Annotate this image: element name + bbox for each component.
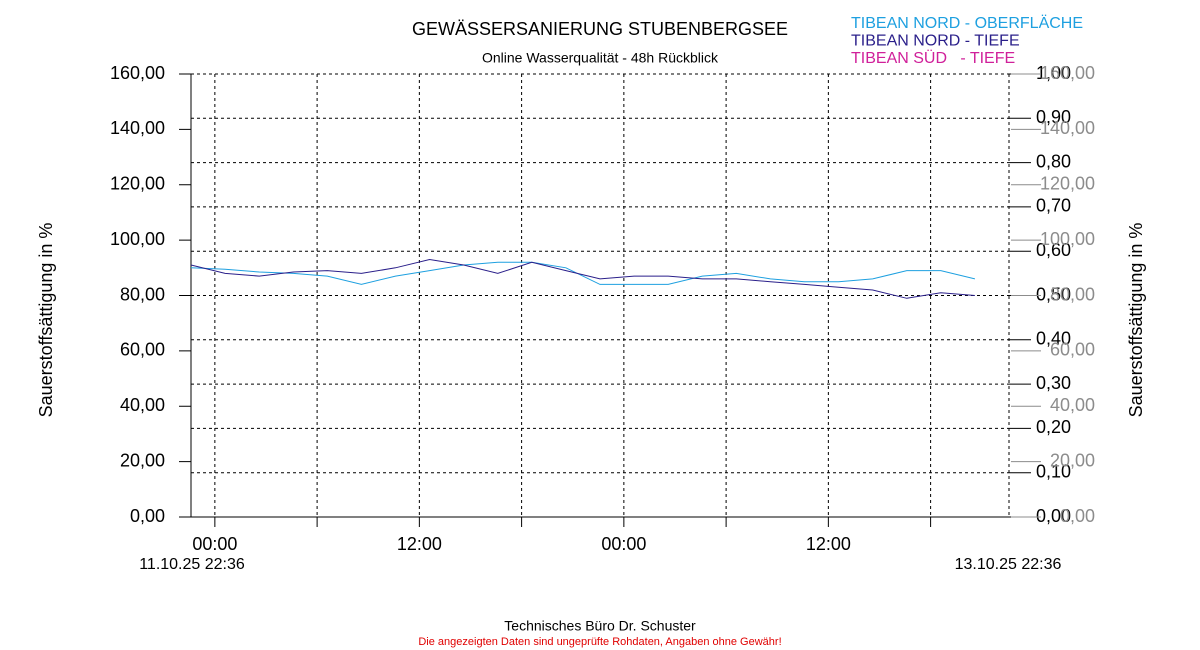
y2-tick-label: 0,60 bbox=[1036, 240, 1071, 260]
y-tick-label: 60,00 bbox=[120, 340, 165, 360]
x-tick-label: 12:00 bbox=[397, 534, 442, 554]
y-tick-label: 80,00 bbox=[120, 284, 165, 304]
y-tick-label: 20,00 bbox=[120, 450, 165, 470]
y-axis-title: Sauerstoffsättigung in % bbox=[36, 223, 56, 418]
y3-tick-label: 80,00 bbox=[1050, 284, 1095, 304]
x-start-label: 11.10.25 22:36 bbox=[139, 556, 245, 573]
y3-tick-label: 120,00 bbox=[1040, 174, 1095, 194]
legend-entry: TIBEAN SÜD - TIEFE bbox=[851, 49, 1015, 67]
y2-tick-label: 0,10 bbox=[1036, 461, 1071, 481]
y3-tick-label: 40,00 bbox=[1050, 395, 1095, 415]
y2-tick-label: 0,40 bbox=[1036, 329, 1071, 349]
y-tick-label: 160,00 bbox=[110, 63, 165, 83]
x-tick-label: 00:00 bbox=[601, 534, 646, 554]
y2-tick-label: 0,70 bbox=[1036, 196, 1071, 216]
source: Technisches Büro Dr. Schuster bbox=[504, 618, 696, 634]
y3-tick-label: 100,00 bbox=[1040, 229, 1095, 249]
y2-tick-label: 0,20 bbox=[1036, 417, 1071, 437]
x-tick-label: 12:00 bbox=[806, 534, 851, 554]
y-tick-label: 0,00 bbox=[130, 506, 165, 526]
y2-tick-label: 0,90 bbox=[1036, 107, 1071, 127]
chart-title: GEWÄSSERSANIERUNG STUBENBERGSEE bbox=[412, 19, 788, 39]
y2-tick-label: 0,50 bbox=[1036, 284, 1071, 304]
legend-entry: TIBEAN NORD - TIEFE bbox=[851, 33, 1020, 50]
y3-tick-label: 0,00 bbox=[1060, 506, 1095, 526]
x-tick-label: 00:00 bbox=[192, 534, 237, 554]
disclaimer: Die angezeigten Daten sind ungeprüfte Ro… bbox=[418, 636, 781, 648]
y-tick-label: 140,00 bbox=[110, 118, 165, 138]
y-tick-label: 100,00 bbox=[110, 229, 165, 249]
y3-tick-label: 20,00 bbox=[1050, 450, 1095, 470]
series-line bbox=[190, 258, 975, 299]
series-line bbox=[190, 261, 976, 285]
y3-tick-label: 140,00 bbox=[1040, 118, 1095, 138]
y2-tick-label: 0,30 bbox=[1036, 373, 1071, 393]
y3-tick-label: 60,00 bbox=[1050, 340, 1095, 360]
chart-subtitle: Online Wasserqualität - 48h Rückblick bbox=[482, 50, 719, 66]
y-tick-label: 40,00 bbox=[120, 395, 165, 415]
y2-tick-label: 0,80 bbox=[1036, 151, 1071, 171]
y2-axis-title: Sauerstoffsättigung in % bbox=[1126, 223, 1146, 418]
y2-tick-label: 1,00 bbox=[1036, 63, 1071, 83]
y3-tick-label: 160,00 bbox=[1040, 63, 1095, 83]
legend-entry: TIBEAN NORD - OBERFLÄCHE bbox=[851, 14, 1083, 32]
x-end-label: 13.10.25 22:36 bbox=[955, 556, 1062, 573]
y-tick-label: 120,00 bbox=[110, 174, 165, 194]
y2-tick-label: 0,00 bbox=[1036, 506, 1071, 526]
